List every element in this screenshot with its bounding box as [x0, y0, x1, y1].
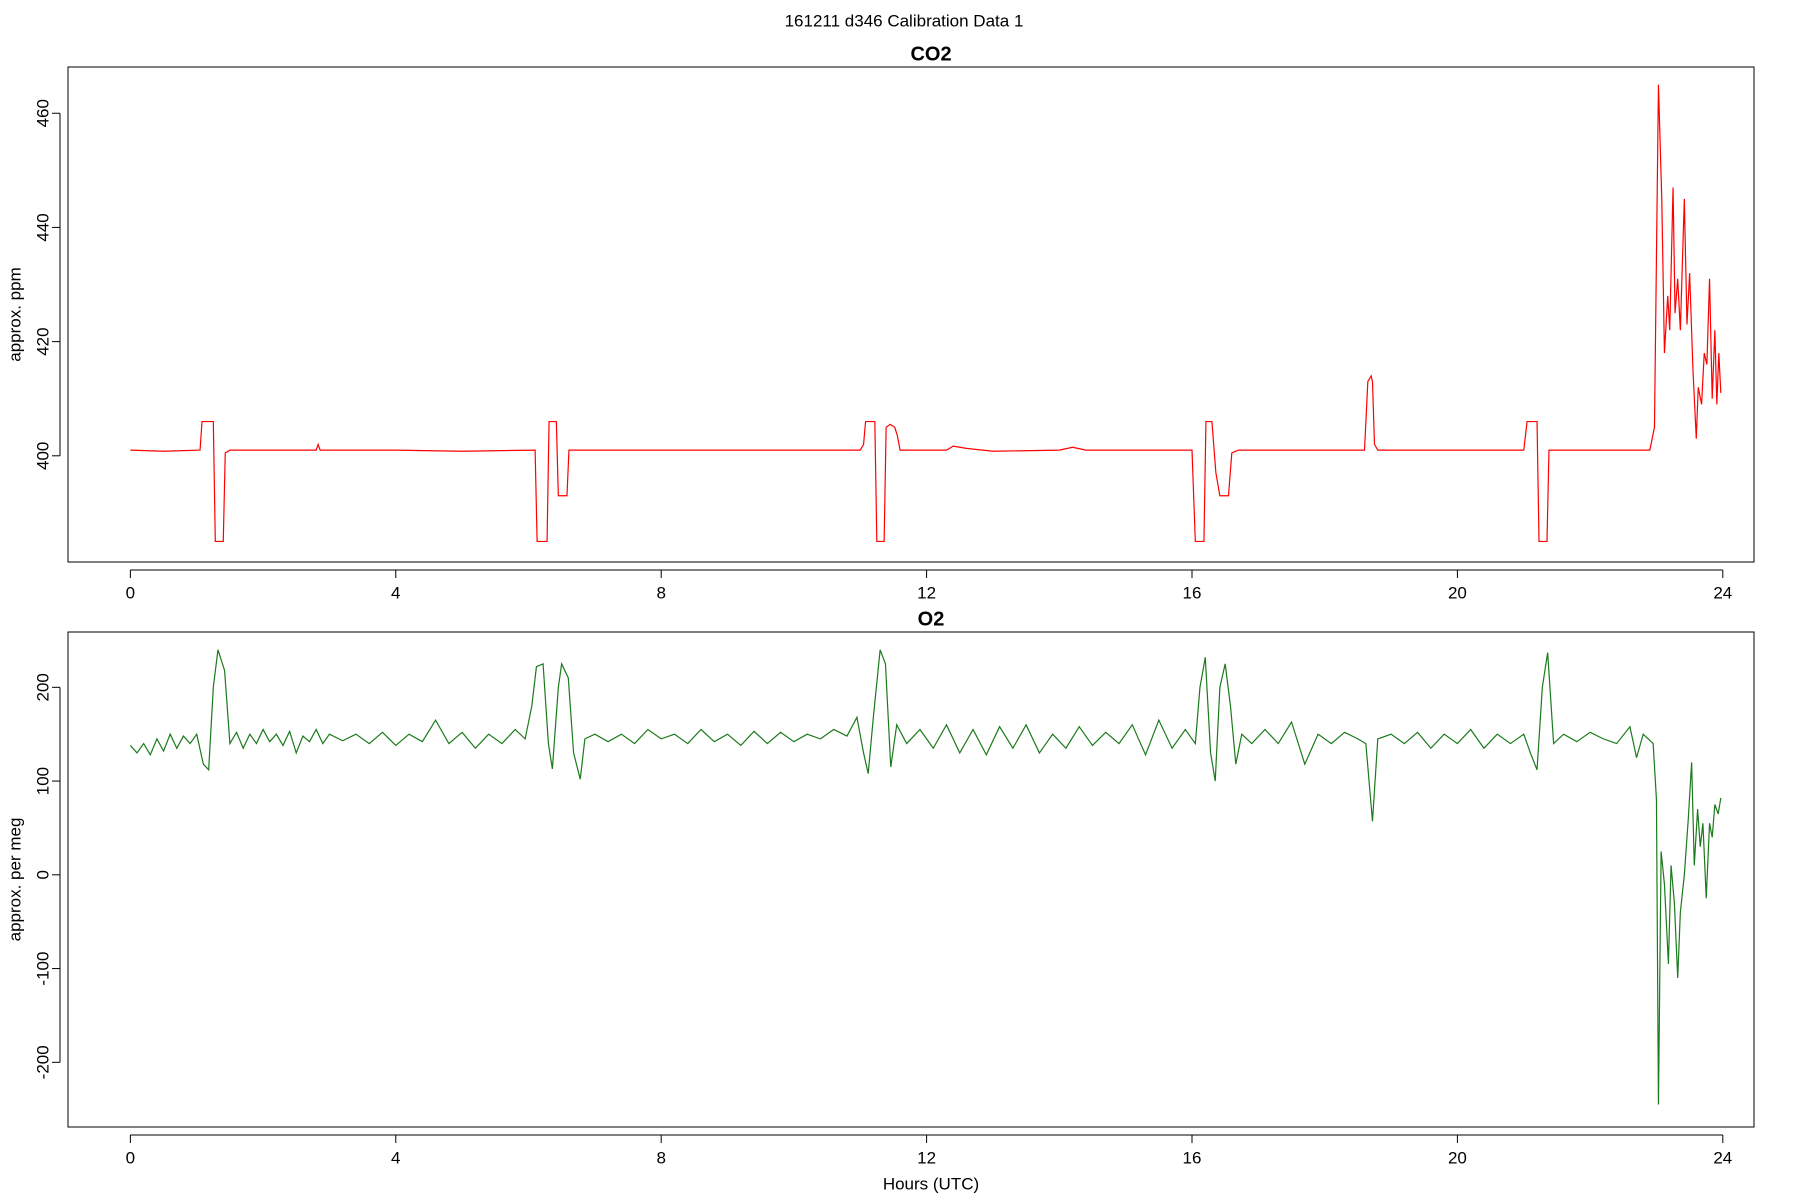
plot-frame: [67, 66, 1755, 563]
x-tick-label: 8: [656, 583, 665, 602]
x-axis-label: Hours (UTC): [883, 1174, 979, 1193]
y-tick-label: -200: [33, 1045, 52, 1079]
y-tick-label: 420: [33, 327, 52, 355]
y-tick-label: 100: [33, 767, 52, 795]
x-tick-label: 12: [917, 583, 936, 602]
y-tick-label: 440: [33, 213, 52, 241]
y-tick-label: 200: [33, 673, 52, 701]
y-axis-label: approx. per meg: [5, 818, 24, 942]
plot-frame: [67, 631, 1755, 1128]
x-tick-label: 12: [917, 1148, 936, 1167]
y-tick-label: 400: [33, 442, 52, 470]
figure-title: 161211 d346 Calibration Data 1: [785, 11, 1024, 30]
data-line: [129, 649, 1722, 1105]
y-tick-label: 460: [33, 99, 52, 127]
x-tick-label: 20: [1448, 1148, 1467, 1167]
x-tick-label: 16: [1183, 1148, 1202, 1167]
x-tick-label: 0: [126, 1148, 135, 1167]
x-tick-label: 8: [656, 1148, 665, 1167]
x-tick-label: 0: [126, 583, 135, 602]
x-tick-label: 16: [1183, 583, 1202, 602]
x-tick-label: 24: [1713, 1148, 1732, 1167]
x-tick-label: 24: [1713, 583, 1732, 602]
y-axis-label: approx. ppm: [5, 267, 24, 362]
y-tick-label: -100: [33, 952, 52, 986]
x-tick-label: 20: [1448, 583, 1467, 602]
panel-title: O2: [918, 608, 945, 630]
y-tick-label: 0: [33, 870, 52, 879]
x-tick-label: 4: [391, 583, 400, 602]
data-line: [130, 84, 1722, 543]
x-tick-label: 4: [391, 1148, 400, 1167]
panel-title: CO2: [910, 43, 951, 65]
